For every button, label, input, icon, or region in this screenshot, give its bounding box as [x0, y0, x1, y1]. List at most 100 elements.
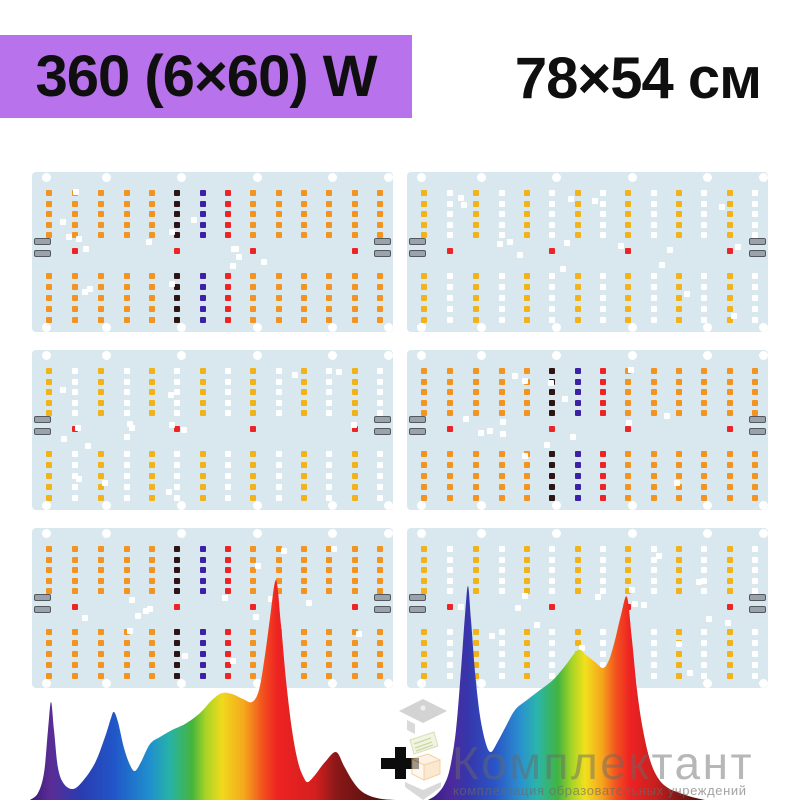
led-dot — [149, 201, 155, 207]
led-dot — [72, 546, 78, 552]
led-dot — [625, 190, 631, 196]
led-dot — [174, 673, 180, 679]
led-dot — [124, 473, 130, 479]
led-dot-red — [727, 604, 733, 610]
led-dot — [421, 651, 427, 657]
led-dot — [701, 410, 707, 416]
led-dot — [225, 273, 231, 279]
led-dot — [524, 232, 530, 238]
led-dot-white — [86, 286, 93, 293]
led-dot — [600, 295, 606, 301]
led-dot — [352, 201, 358, 207]
led-dot — [46, 462, 52, 468]
mounting-hole — [328, 501, 337, 510]
led-dot — [600, 190, 606, 196]
led-dot — [72, 222, 78, 228]
led-dot — [752, 190, 758, 196]
mounting-hole — [253, 173, 262, 182]
mounting-hole — [177, 351, 186, 360]
led-dot — [421, 567, 427, 573]
led-dot — [326, 317, 332, 323]
led-dot — [575, 588, 581, 594]
led-dot — [549, 462, 555, 468]
led-dot — [421, 222, 427, 228]
led-dot — [352, 473, 358, 479]
led-dot — [200, 232, 206, 238]
led-dot — [575, 557, 581, 563]
led-dot — [701, 317, 707, 323]
led-dot — [676, 211, 682, 217]
led-dot — [421, 588, 427, 594]
led-dot — [651, 557, 657, 563]
led-dot — [377, 379, 383, 385]
led-dot — [98, 451, 104, 457]
led-dot-white — [59, 219, 66, 226]
led-dot — [352, 546, 358, 552]
led-dot — [701, 211, 707, 217]
led-dot — [46, 317, 52, 323]
led-dot — [174, 379, 180, 385]
led-dot — [72, 640, 78, 646]
led-dot — [174, 546, 180, 552]
led-dot — [326, 673, 332, 679]
led-dot — [46, 389, 52, 395]
led-dot — [473, 222, 479, 228]
led-dot — [124, 673, 130, 679]
led-dot — [575, 368, 581, 374]
led-dot — [473, 295, 479, 301]
led-dot — [473, 629, 479, 635]
led-dot — [499, 368, 505, 374]
led-dot — [600, 211, 606, 217]
led-dot — [625, 295, 631, 301]
led-dot-white — [462, 416, 469, 423]
led-dot — [174, 578, 180, 584]
led-dot — [98, 410, 104, 416]
led-dot — [174, 629, 180, 635]
mounting-hole — [328, 323, 337, 332]
led-dot-red — [72, 248, 78, 254]
led-dot — [727, 662, 733, 668]
led-dot-red — [549, 248, 555, 254]
led-dot — [676, 557, 682, 563]
led-dot — [301, 567, 307, 573]
led-dot — [124, 651, 130, 657]
led-dot — [326, 201, 332, 207]
led-dot — [174, 651, 180, 657]
led-dot — [124, 211, 130, 217]
led-dot — [549, 673, 555, 679]
led-dot — [124, 557, 130, 563]
led-dot — [651, 588, 657, 594]
led-dot — [676, 389, 682, 395]
led-dot — [499, 222, 505, 228]
led-dot — [200, 451, 206, 457]
led-dot — [676, 462, 682, 468]
led-dot — [676, 673, 682, 679]
led-dot — [575, 484, 581, 490]
led-dot — [524, 651, 530, 657]
led-dot — [225, 451, 231, 457]
led-dot — [377, 317, 383, 323]
led-dot — [575, 317, 581, 323]
led-dot-white — [458, 194, 465, 201]
led-dot — [524, 673, 530, 679]
led-dot — [352, 211, 358, 217]
led-dot — [600, 546, 606, 552]
led-dot-white — [135, 612, 142, 619]
led-dot — [600, 201, 606, 207]
led-dot — [250, 567, 256, 573]
led-dot — [499, 389, 505, 395]
led-dot — [524, 462, 530, 468]
led-dot — [326, 190, 332, 196]
led-dot — [46, 222, 52, 228]
mounting-hole — [102, 173, 111, 182]
led-dot-white — [305, 600, 312, 607]
led-dot — [549, 201, 555, 207]
led-dot — [499, 578, 505, 584]
led-dot — [98, 546, 104, 552]
led-dot — [499, 410, 505, 416]
led-dot — [676, 284, 682, 290]
led-dot — [625, 317, 631, 323]
led-dot — [72, 557, 78, 563]
led-dot — [326, 389, 332, 395]
mounting-hole — [417, 323, 426, 332]
